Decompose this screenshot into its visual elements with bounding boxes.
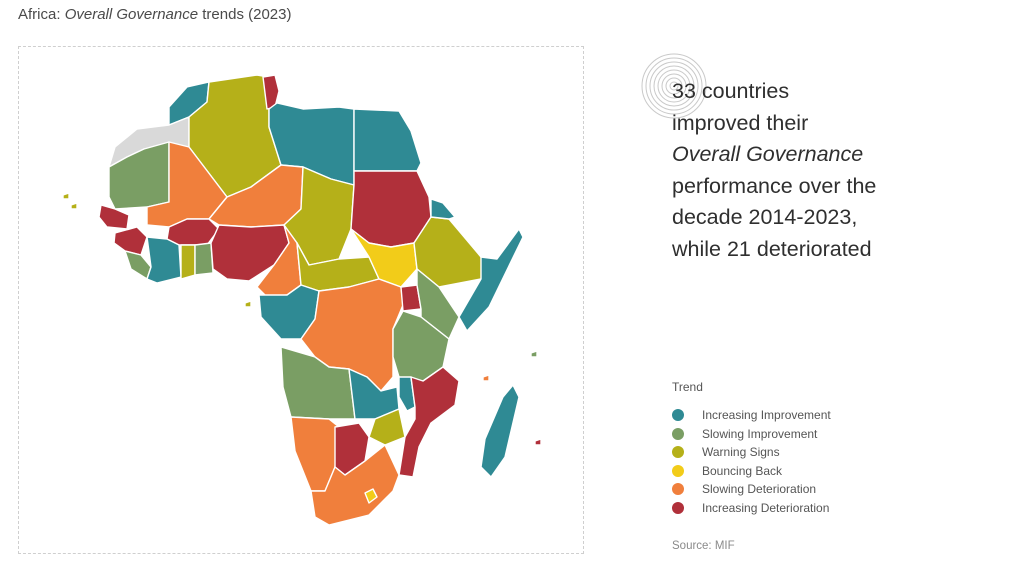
country-south-africa[interactable] — [310, 444, 400, 526]
headline-line-6: while 21 deteriorated — [672, 236, 872, 261]
legend-label: Warning Signs — [702, 445, 780, 460]
legend-item: Slowing Deterioration — [672, 480, 831, 499]
country-cabo-verde-2[interactable] — [70, 202, 78, 210]
africa-map — [62, 74, 542, 526]
country-sierra-leone-liberia[interactable] — [124, 250, 152, 280]
legend-title: Trend — [672, 380, 703, 394]
legend-swatch — [672, 501, 684, 514]
legend-label: Slowing Deterioration — [702, 482, 817, 497]
country-somalia[interactable] — [458, 228, 524, 332]
country-ghana[interactable] — [180, 244, 196, 280]
headline-line-1: 33 countries — [672, 79, 790, 103]
legend-swatch — [672, 427, 684, 440]
headline-line-3: Overall Governance — [672, 142, 864, 166]
legend-item: Bouncing Back — [672, 462, 831, 481]
legend-label: Increasing Improvement — [702, 408, 831, 423]
country-togo-benin[interactable] — [194, 242, 214, 276]
legend-item: Increasing Improvement — [672, 406, 831, 425]
legend-swatch — [672, 409, 684, 422]
headline: 33 countries improved their Overall Gove… — [672, 76, 992, 265]
headline-line-5: decade 2014-2023, — [672, 205, 858, 229]
country-nigeria[interactable] — [210, 224, 290, 282]
country-egypt[interactable] — [353, 108, 422, 172]
legend-item: Warning Signs — [672, 443, 831, 462]
country-sao-tome[interactable] — [244, 300, 252, 308]
legend-swatch — [672, 446, 684, 459]
country-madagascar[interactable] — [480, 384, 520, 478]
country-zambia[interactable] — [348, 368, 400, 420]
legend-item: Increasing Deterioration — [672, 499, 831, 518]
source-note: Source: MIF — [672, 540, 735, 552]
country-comoros[interactable] — [530, 350, 538, 358]
country-tunisia[interactable] — [262, 74, 280, 110]
page-title-emphasis: Overall Governance — [64, 6, 199, 23]
country-cabo-verde[interactable] — [62, 192, 70, 200]
page-title-suffix: trends (2023) — [198, 6, 292, 23]
country-cote-divoire[interactable] — [146, 236, 182, 284]
page-title: Africa: Overall Governance trends (2023) — [18, 6, 291, 23]
legend-item: Slowing Improvement — [672, 425, 831, 444]
country-guinea[interactable] — [113, 226, 148, 256]
page-title-prefix: Africa: — [18, 6, 65, 23]
country-eritrea[interactable] — [430, 198, 456, 220]
legend-label: Bouncing Back — [702, 463, 783, 478]
legend-label: Increasing Deterioration — [702, 500, 830, 515]
headline-line-2: improved their — [672, 110, 809, 135]
legend-label: Slowing Improvement — [702, 426, 818, 441]
country-senegal[interactable] — [98, 204, 130, 230]
decorative-rings-icon — [641, 53, 707, 119]
legend: Trend Increasing Improvement Slowing Imp… — [672, 380, 831, 517]
legend-swatch — [672, 483, 684, 496]
country-malawi[interactable] — [398, 376, 416, 412]
country-mauritius[interactable] — [534, 438, 542, 446]
country-seychelles[interactable] — [482, 374, 490, 382]
headline-line-4: performance over the — [672, 173, 877, 198]
legend-swatch — [672, 464, 684, 477]
country-zimbabwe[interactable] — [368, 408, 406, 446]
africa-map-frame — [18, 46, 584, 554]
country-lesotho[interactable] — [364, 488, 378, 504]
country-mozambique[interactable] — [398, 366, 460, 478]
